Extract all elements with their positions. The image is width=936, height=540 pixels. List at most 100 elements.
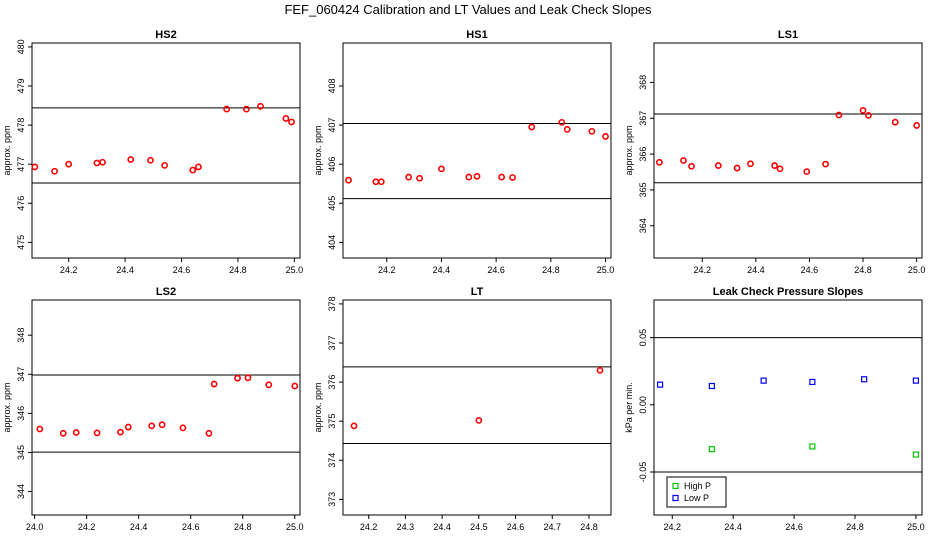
data-point (714, 162, 722, 169)
data-point (416, 174, 423, 182)
x-tick-label: 25.0 (286, 265, 304, 275)
y-tick-label: 478 (16, 118, 26, 133)
data-point (179, 424, 187, 432)
x-tick-label: 24.4 (433, 522, 451, 532)
data-point (588, 127, 596, 135)
y-tick-label: 364 (638, 218, 648, 233)
figure-title: FEF_060424 Calibration and LT Values and… (284, 2, 652, 17)
data-point (473, 172, 481, 180)
plot-frame (342, 42, 612, 259)
data-point (345, 176, 352, 184)
x-tick-label: 24.5 (470, 522, 488, 532)
y-tick-label: 347 (16, 367, 26, 382)
data-point (803, 168, 811, 176)
x-tick-label: 24.2 (78, 522, 96, 532)
data-point (257, 102, 264, 110)
legend-label: Low P (684, 493, 709, 503)
x-tick-label: 24.6 (487, 265, 505, 275)
data-point (244, 374, 252, 382)
x-tick-label: 24.6 (785, 522, 803, 532)
x-tick-label: 24.4 (747, 265, 765, 275)
data-point (509, 174, 516, 181)
legend-marker (672, 482, 679, 490)
y-tick-label: 0.05 (638, 329, 648, 347)
data-point (282, 115, 290, 122)
y-tick-label: -0.05 (638, 462, 648, 483)
data-point (189, 166, 197, 174)
plot-frame (31, 42, 301, 259)
y-tick-label: 344 (16, 484, 26, 499)
panel-2: HS1 24.2 24.4 24.6 24.8 25.0 404 405 406 407 408 ap… (313, 29, 614, 275)
data-point (223, 105, 231, 113)
panel-4: LS2 24.0 24.2 24.4 24.6 24.8 25.0 344 345 346 347 3… (2, 286, 304, 532)
data-point (93, 159, 101, 167)
x-tick-label: 24.7 (543, 522, 561, 532)
y-tick-label: 374 (327, 453, 337, 468)
y-tick-label: 407 (327, 118, 337, 133)
panel-title: HS2 (155, 29, 176, 41)
y-axis-label: approx. ppm (313, 382, 323, 432)
y-tick-label: 0.00 (638, 396, 648, 414)
data-point (372, 178, 380, 186)
x-tick-label: 24.8 (542, 265, 560, 275)
x-tick-label: 24.6 (182, 522, 200, 532)
y-tick-label: 376 (327, 375, 337, 390)
x-tick-label: 24.3 (397, 522, 415, 532)
data-point (117, 428, 124, 436)
data-point (688, 162, 695, 170)
data-point (405, 173, 413, 181)
data-point (124, 423, 132, 431)
x-tick-label: 24.2 (378, 265, 396, 275)
panel-title: LS2 (156, 286, 176, 298)
data-point (65, 160, 73, 168)
legend-marker (672, 494, 679, 502)
x-tick-label: 24.8 (234, 522, 252, 532)
y-tick-label: 366 (638, 147, 648, 162)
y-tick-label: 348 (16, 328, 26, 343)
data-point (733, 164, 741, 172)
x-tick-label: 24.8 (846, 522, 864, 532)
data-point (288, 118, 295, 126)
y-tick-label: 480 (16, 39, 26, 54)
y-axis-label: approx. ppm (2, 382, 12, 432)
y-tick-label: 477 (16, 157, 26, 172)
data-point (195, 163, 202, 171)
y-tick-label: 365 (638, 182, 648, 197)
y-tick-label: 346 (16, 406, 26, 421)
data-point (861, 376, 868, 383)
data-point (912, 377, 920, 384)
data-point (809, 378, 816, 386)
y-tick-label: 405 (327, 196, 337, 211)
x-tick-label: 24.2 (360, 522, 378, 532)
x-tick-label: 24.8 (580, 522, 598, 532)
x-tick-label: 24.2 (60, 265, 78, 275)
data-point (51, 167, 58, 175)
y-tick-label: 368 (638, 75, 648, 90)
plot-frame (653, 42, 923, 259)
data-point (776, 165, 784, 173)
data-point (93, 429, 101, 437)
data-point (835, 111, 843, 119)
data-point (498, 173, 506, 181)
data-point (912, 451, 920, 458)
y-tick-label: 479 (16, 78, 26, 93)
y-tick-label: 378 (327, 296, 337, 311)
x-tick-label: 25.0 (286, 522, 304, 532)
x-tick-label: 24.6 (801, 265, 819, 275)
y-axis-label: approx. ppm (313, 125, 323, 175)
data-point (747, 160, 754, 168)
x-tick-label: 25.0 (908, 265, 926, 275)
data-point (602, 133, 609, 140)
panel-1: HS2 24.2 24.4 24.6 24.8 25.0 475 476 477 478 479 48… (2, 29, 303, 275)
y-tick-label: 408 (327, 78, 337, 93)
data-point (528, 123, 536, 131)
x-tick-label: 24.4 (724, 522, 742, 532)
data-point (59, 429, 67, 437)
y-axis-label: approx. ppm (2, 125, 12, 175)
data-point (680, 157, 687, 164)
x-tick-label: 24.4 (433, 265, 451, 275)
x-tick-label: 25.0 (907, 522, 925, 532)
data-point (809, 443, 816, 450)
data-point (161, 161, 168, 169)
